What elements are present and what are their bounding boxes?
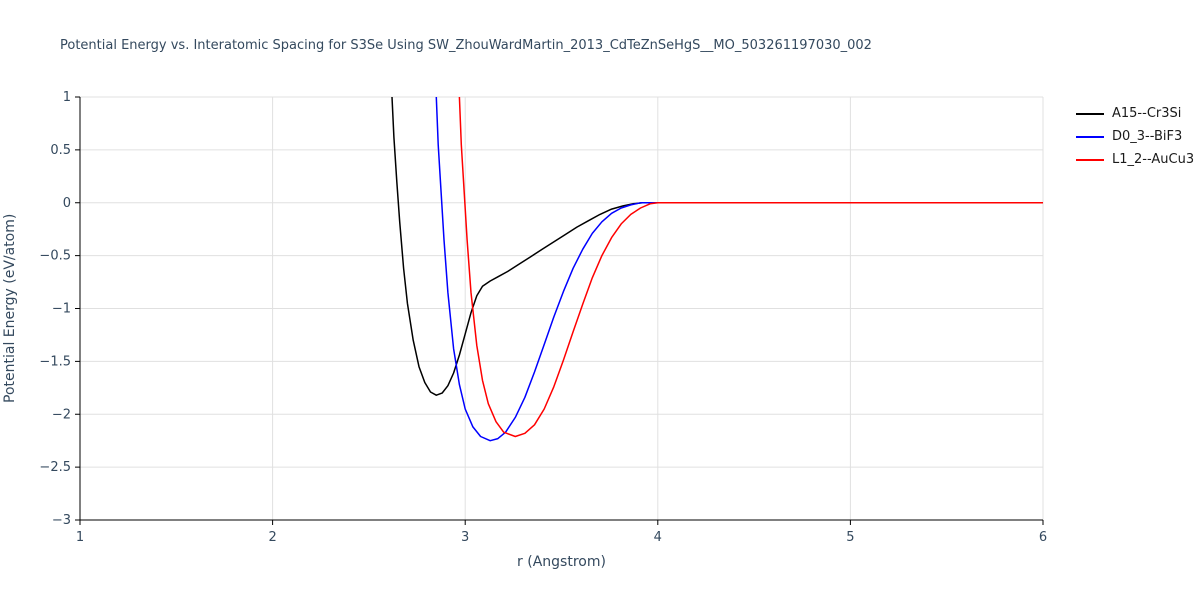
x-tick-label: 6 xyxy=(1039,530,1047,545)
legend-line-swatch xyxy=(1076,112,1104,115)
series-line-d03-bif3 xyxy=(435,97,1043,442)
x-tick-label: 3 xyxy=(461,530,469,545)
y-tick-label: 1 xyxy=(63,90,71,105)
chart-legend: A15--Cr3Si D0_3--BiF3 L1_2--AuCu3 xyxy=(1076,106,1194,167)
y-tick-label: −0.5 xyxy=(39,249,71,264)
y-tick-label: 0.5 xyxy=(50,143,71,158)
series-layer xyxy=(391,97,1043,442)
chart-title: Potential Energy vs. Interatomic Spacing… xyxy=(60,38,872,53)
legend-label: D0_3--BiF3 xyxy=(1112,129,1183,144)
legend-item: D0_3--BiF3 xyxy=(1076,129,1194,144)
y-tick-label: −2.5 xyxy=(39,460,71,475)
y-tick-label: 0 xyxy=(63,196,71,211)
legend-line-swatch xyxy=(1076,158,1104,161)
legend-item: L1_2--AuCu3 xyxy=(1076,152,1194,167)
y-tick-label: −2 xyxy=(52,407,71,422)
legend-label: L1_2--AuCu3 xyxy=(1112,152,1195,167)
x-tick-label: 4 xyxy=(654,530,662,545)
series-line-a15-cr3si xyxy=(391,97,1043,396)
axis-layer: 1 2 3 4 5 6 1 0.5 0 −0.5 −1 −1.5 −2 −2.5 −3 xyxy=(39,90,1047,545)
y-axis-title: Potential Energy (eV/atom) xyxy=(2,213,18,404)
x-tick-label: 2 xyxy=(268,530,276,545)
x-tick-label: 5 xyxy=(846,530,854,545)
series-line-l12-aucu3 xyxy=(458,97,1043,438)
y-tick-label: −1 xyxy=(52,302,71,317)
y-tick-label: −3 xyxy=(52,513,71,528)
x-axis-title: r (Angstrom) xyxy=(517,554,606,570)
grid-layer xyxy=(79,96,1044,521)
y-tick-label: −1.5 xyxy=(39,354,71,369)
legend-line-swatch xyxy=(1076,135,1104,138)
legend-item: A15--Cr3Si xyxy=(1076,106,1194,121)
legend-label: A15--Cr3Si xyxy=(1112,106,1182,121)
x-tick-label: 1 xyxy=(76,530,84,545)
